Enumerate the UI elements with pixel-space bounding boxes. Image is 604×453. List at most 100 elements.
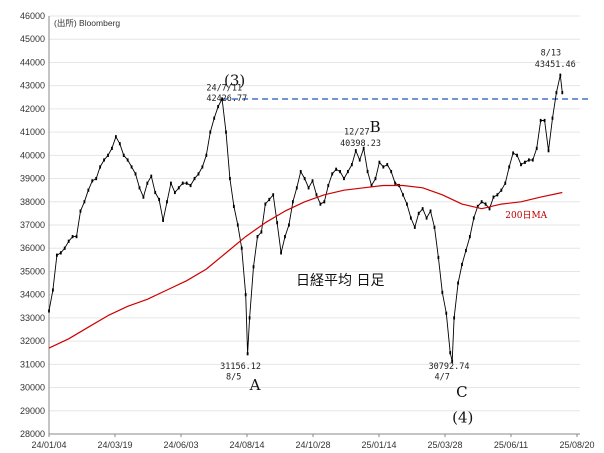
price-candle-point (323, 200, 326, 204)
price-candle-point (130, 165, 133, 169)
source-label: (出所) Bloomberg (54, 18, 120, 28)
x-tick-label: 25/08/20 (559, 440, 594, 450)
price-candle-point (354, 149, 357, 153)
price-candle-point (508, 165, 511, 169)
y-tick-label: 44000 (20, 57, 45, 67)
price-candle-point (248, 316, 251, 320)
price-candle-point (319, 202, 322, 206)
price-candle-point (303, 176, 306, 181)
price-candle-point (170, 181, 172, 185)
price-candle-point (461, 262, 463, 267)
price-candle-point (291, 200, 294, 204)
price-candle-point (122, 153, 125, 157)
price-candle-point (225, 130, 227, 134)
price-candle-point (213, 116, 216, 120)
price-candle-point (441, 290, 444, 294)
price-candle-point (406, 202, 408, 206)
price-candle-point (437, 255, 440, 260)
price-candle-point (260, 230, 263, 234)
price-candle-point (162, 218, 164, 222)
y-tick-label: 31000 (20, 359, 45, 369)
price-candle-point (358, 158, 361, 162)
y-tick-label: 37000 (20, 220, 45, 230)
y-tick-label: 29000 (20, 406, 45, 416)
price-candle-point (409, 216, 412, 220)
x-axis-ticks: 24/01/04 24/03/19 24/06/03 24/08/14 24/10/28… (31, 434, 595, 450)
y-tick-label: 36000 (20, 243, 45, 253)
price-candle-point (527, 158, 530, 162)
price-candle-point (264, 202, 267, 206)
y-tick-label: 33000 (20, 313, 45, 323)
price-candle-point (539, 118, 542, 123)
price-candle-point (524, 160, 526, 164)
annotation-ann-C-val: 30792.74 (429, 362, 470, 372)
price-candle-point (177, 186, 180, 190)
x-tick-label: 25/01/14 (361, 440, 396, 450)
price-candle-point (146, 181, 149, 185)
price-candle-point (111, 146, 113, 150)
series-layer (48, 73, 564, 363)
price-candle-point (378, 160, 381, 164)
chart-title: 日経平均 日足 (296, 273, 384, 289)
annotation-ann-3: (3) (224, 72, 245, 90)
x-tick-label: 25/03/28 (427, 440, 462, 450)
price-candle-point (453, 316, 456, 320)
price-candle-point (531, 158, 534, 162)
y-tick-label: 34000 (20, 290, 45, 300)
annotation-ann-ma: 200日MA (505, 210, 547, 221)
price-candle-point (246, 352, 249, 356)
price-candle-point (158, 197, 161, 202)
price-candle-point (535, 146, 538, 150)
price-candle-point (63, 246, 66, 250)
price-candle-point (217, 104, 220, 109)
price-candle-point (126, 158, 129, 162)
price-candle-point (543, 118, 546, 123)
price-candle-point (468, 235, 471, 239)
price-candle-point (331, 172, 334, 176)
price-candle-point (232, 204, 235, 209)
price-candle-point (173, 190, 176, 195)
price-candle-point (374, 176, 377, 181)
price-candle-point (87, 188, 90, 192)
y-tick-label: 41000 (20, 127, 45, 137)
price-candle-point (339, 169, 341, 174)
price-candle-point (421, 207, 424, 211)
price-candle-point (118, 142, 121, 146)
price-candle-point (201, 165, 204, 169)
price-candle-point (83, 200, 86, 204)
price-candle-point (142, 195, 145, 199)
price-candle-point (55, 253, 58, 257)
annotation-ann-C-date: 4/7 (434, 372, 449, 382)
price-candle-point (492, 195, 495, 199)
price-candle-point (394, 181, 397, 185)
price-candle-point (362, 146, 365, 150)
price-candle-point (347, 169, 349, 174)
annotation-ann-B: B (370, 118, 381, 136)
price-candle-point (256, 235, 259, 239)
ma-series-line (48, 184, 563, 349)
price-candle-point (484, 202, 487, 206)
x-tick-label: 25/06/11 (494, 440, 528, 450)
annotation-ann-A-val: 31156.12 (220, 362, 261, 372)
price-series-line (48, 74, 563, 362)
price-candle-point (370, 183, 373, 188)
price-candle-point (307, 186, 310, 190)
price-candle-point (288, 223, 290, 227)
price-candle-point (315, 193, 318, 197)
price-candle-point (295, 186, 298, 190)
annotation-ann-C: C (456, 383, 467, 401)
y-tick-label: 46000 (20, 11, 45, 21)
price-candle-point (240, 246, 243, 250)
price-candle-point (413, 225, 416, 229)
annotation-ann-A: A (249, 376, 261, 394)
price-candle-point (445, 311, 448, 315)
y-tick-label: 35000 (20, 266, 45, 276)
y-tick-label: 38000 (20, 197, 45, 207)
price-candle-point (244, 293, 247, 297)
price-candle-point (366, 169, 369, 174)
annotation-ann-8-13-val: 43451.46 (535, 60, 576, 70)
price-candle-point (512, 151, 515, 155)
price-candle-point (425, 216, 428, 220)
y-tick-label: 32000 (20, 336, 45, 346)
price-candle-point (433, 225, 436, 229)
